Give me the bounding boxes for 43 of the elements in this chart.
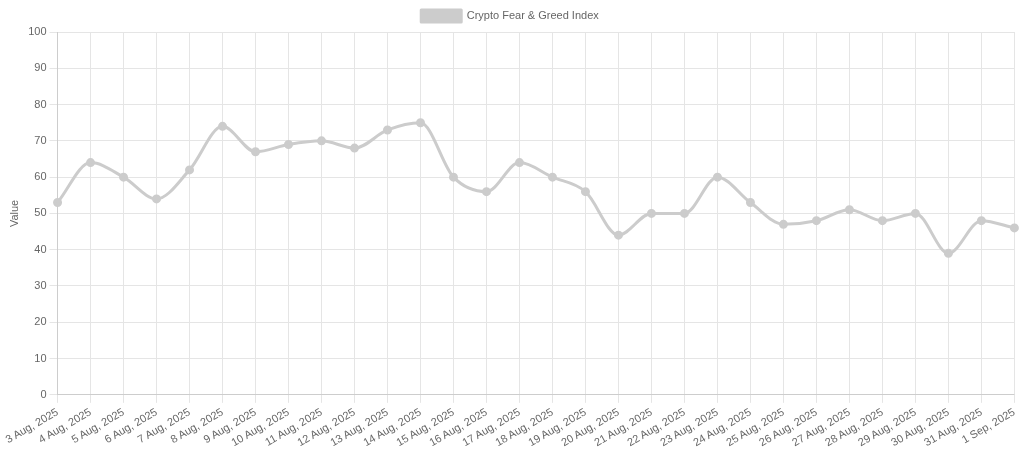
point <box>778 219 788 229</box>
point <box>877 216 887 226</box>
y-tick-label: 90 <box>34 61 47 74</box>
point <box>712 172 722 182</box>
point <box>1009 223 1019 233</box>
point <box>844 205 854 215</box>
point <box>745 198 755 208</box>
y-axis-title: Value <box>7 199 20 228</box>
point <box>910 208 920 218</box>
point <box>679 208 689 218</box>
point <box>185 165 195 175</box>
legend-label: Crypto Fear & Greed Index <box>466 9 600 22</box>
point <box>317 136 327 146</box>
y-tick-label: 20 <box>34 315 47 328</box>
point <box>218 121 228 131</box>
y-tick-label: 80 <box>34 97 47 110</box>
point <box>86 158 96 168</box>
point <box>251 147 261 157</box>
y-tick-label: 40 <box>34 242 47 255</box>
point <box>53 198 63 208</box>
point <box>383 125 392 135</box>
point <box>811 216 821 226</box>
y-tick-label: 60 <box>34 170 47 183</box>
point <box>152 194 162 204</box>
y-tick-label: 10 <box>34 351 47 364</box>
point <box>284 139 294 149</box>
point <box>976 216 986 226</box>
point <box>613 230 623 240</box>
point <box>119 172 129 182</box>
y-tick-label: 30 <box>34 279 47 292</box>
point <box>350 143 360 153</box>
point <box>547 172 557 182</box>
point <box>514 158 524 168</box>
point <box>448 172 458 182</box>
point <box>416 118 425 128</box>
y-tick-label: 100 <box>28 25 47 38</box>
point <box>943 248 953 258</box>
y-tick-label: 0 <box>40 387 47 400</box>
point <box>580 187 590 197</box>
y-tick-label: 50 <box>34 206 47 219</box>
y-tick-label: 70 <box>34 133 47 146</box>
point <box>481 187 491 197</box>
point <box>646 208 656 218</box>
